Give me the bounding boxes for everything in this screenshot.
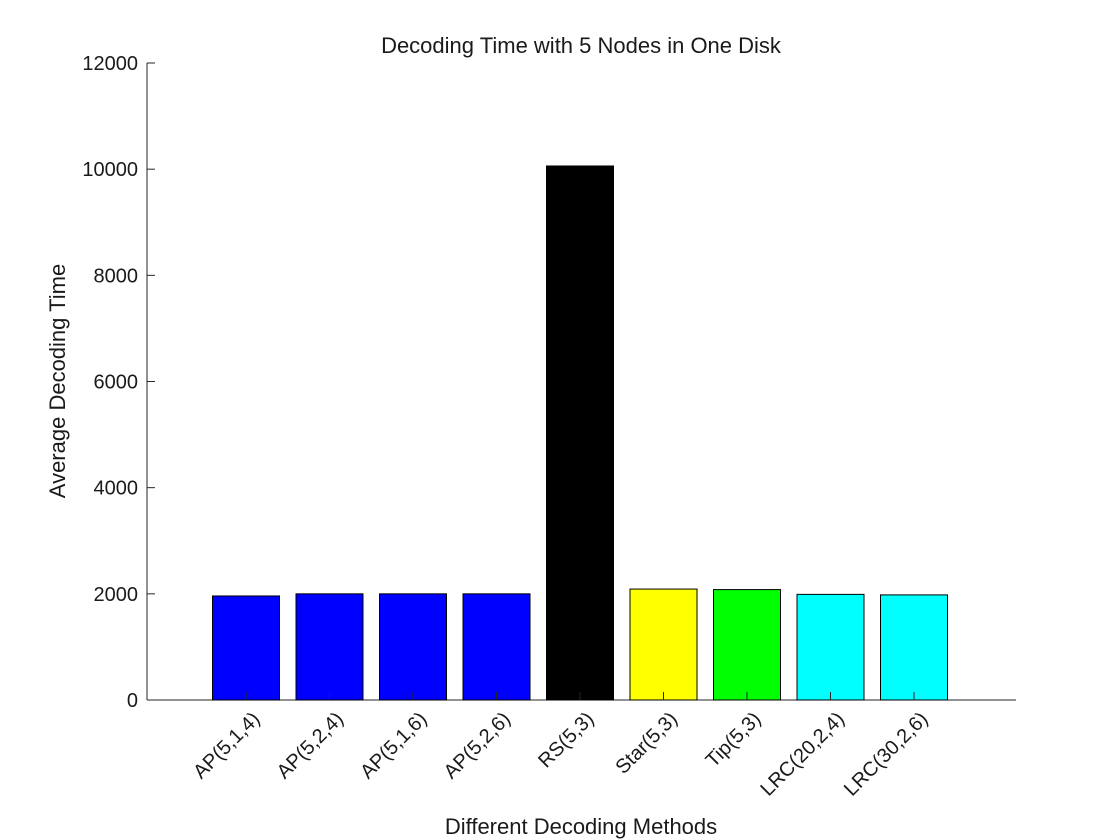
chart-title: Decoding Time with 5 Nodes in One Disk bbox=[381, 33, 782, 58]
y-tick-label: 6000 bbox=[94, 372, 139, 394]
bar-8 bbox=[880, 594, 948, 701]
x-tick-label: AP(5,1,6) bbox=[356, 708, 431, 783]
bar-6 bbox=[713, 589, 781, 701]
bar-7 bbox=[796, 593, 865, 701]
y-tick-label: 8000 bbox=[94, 265, 139, 287]
x-tick-label: AP(5,2,4) bbox=[273, 708, 348, 783]
y-tick-label: 2000 bbox=[94, 584, 139, 606]
bars bbox=[212, 165, 948, 701]
y-tick-label: 10000 bbox=[82, 159, 138, 181]
bar-2 bbox=[379, 593, 447, 701]
x-ticks: AP(5,1,4) AP(5,2,4) AP(5,1,6) AP(5,2,6) RS(5… bbox=[189, 692, 933, 801]
bar-0 bbox=[212, 595, 280, 701]
bar-1 bbox=[295, 593, 364, 701]
y-tick-label: 12000 bbox=[82, 53, 138, 75]
x-tick-label: Star(5,3) bbox=[611, 708, 682, 779]
y-tick-label: 4000 bbox=[94, 478, 139, 500]
x-tick-label: AP(5,2,6) bbox=[440, 708, 515, 783]
x-tick-label: LRC(30,2,6) bbox=[840, 708, 933, 801]
bar-5 bbox=[629, 588, 698, 701]
y-axis-label: Average Decoding Time bbox=[45, 264, 70, 498]
y-tick-label: 0 bbox=[127, 690, 138, 712]
x-tick-label: AP(5,1,4) bbox=[189, 708, 264, 783]
bar-3 bbox=[462, 593, 531, 701]
x-axis-label: Different Decoding Methods bbox=[445, 814, 717, 839]
bar-4 bbox=[546, 165, 614, 701]
x-tick-label: LRC(20,2,4) bbox=[756, 708, 849, 801]
y-ticks: 0 2000 4000 6000 8000 10000 12000 bbox=[82, 53, 155, 712]
x-tick-label: RS(5,3) bbox=[534, 708, 598, 772]
x-tick-label: Tip(5,3) bbox=[702, 708, 766, 772]
